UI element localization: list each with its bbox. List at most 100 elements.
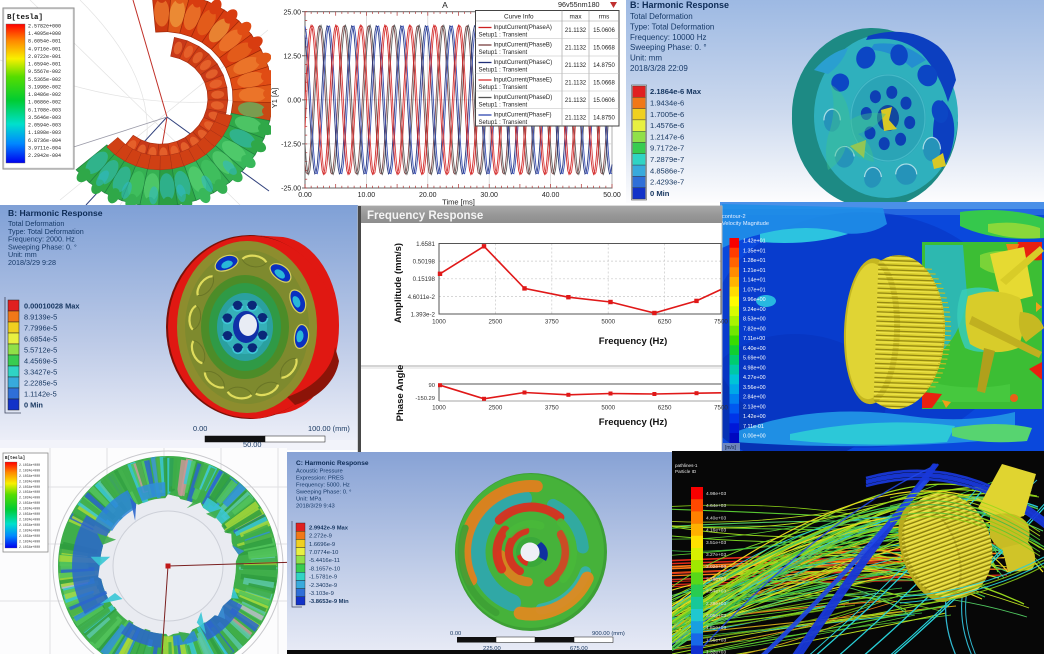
svg-text:Setup1 : Transient: Setup1 : Transient [479, 68, 528, 74]
svg-text:Frequency: 10000 Hz: Frequency: 10000 Hz [630, 33, 707, 42]
svg-text:InputCurrent(PhaseB): InputCurrent(PhaseB) [494, 43, 552, 49]
svg-text:9.7172e-7: 9.7172e-7 [650, 144, 684, 153]
svg-text:Velocity Magnitude: Velocity Magnitude [722, 221, 769, 227]
svg-text:Frequency: 5000. Hz: Frequency: 5000. Hz [296, 483, 350, 489]
svg-text:4.64e+03: 4.64e+03 [706, 503, 726, 509]
svg-text:3.3427e-5: 3.3427e-5 [24, 367, 57, 376]
svg-text:B[tesla]: B[tesla] [7, 14, 43, 22]
svg-text:3.02e+03: 3.02e+03 [706, 564, 726, 570]
svg-text:1.7005e-6: 1.7005e-6 [650, 110, 684, 119]
svg-text:90: 90 [429, 383, 435, 389]
svg-text:-2.3403e-9: -2.3403e-9 [309, 583, 337, 589]
svg-text:1.4576e-6: 1.4576e-6 [650, 121, 684, 130]
svg-text:-3.8653e-9 Min: -3.8653e-9 Min [309, 599, 349, 605]
svg-text:0.00: 0.00 [193, 424, 207, 433]
svg-text:Frequency (Hz): Frequency (Hz) [599, 417, 668, 428]
svg-text:50.00: 50.00 [243, 440, 262, 449]
svg-text:max: max [569, 14, 582, 21]
svg-text:pathlines-1: pathlines-1 [675, 463, 698, 468]
svg-text:6.1708e-003: 6.1708e-003 [28, 107, 61, 113]
svg-text:1.0686e-002: 1.0686e-002 [28, 100, 61, 106]
svg-text:15.0668: 15.0668 [593, 46, 615, 52]
svg-text:15.0668: 15.0668 [593, 81, 615, 87]
svg-text:15.0606: 15.0606 [593, 28, 615, 34]
svg-text:Total Deformation: Total Deformation [8, 219, 64, 228]
svg-text:2.2285e-5: 2.2285e-5 [24, 378, 57, 387]
svg-text:7.7996e-5: 7.7996e-5 [24, 323, 57, 332]
svg-text:Time [ms]: Time [ms] [442, 198, 475, 207]
svg-text:4.9716e-001: 4.9716e-001 [28, 46, 61, 52]
svg-text:6.40e+00: 6.40e+00 [743, 346, 766, 352]
svg-text:1.81e+03: 1.81e+03 [706, 625, 726, 631]
svg-text:Unit: mm: Unit: mm [8, 250, 37, 259]
svg-text:5000: 5000 [601, 405, 615, 412]
svg-text:Unit: mm: Unit: mm [630, 54, 662, 63]
svg-text:6.8736e-004: 6.8736e-004 [28, 138, 61, 144]
svg-text:Frequency Response: Frequency Response [367, 210, 483, 222]
svg-text:0.00: 0.00 [298, 192, 312, 199]
svg-text:0.00: 0.00 [450, 631, 461, 637]
svg-text:5.5712e-5: 5.5712e-5 [24, 345, 57, 354]
svg-text:2.5782e+000: 2.5782e+000 [28, 24, 61, 30]
svg-text:2.05e+03: 2.05e+03 [706, 613, 726, 619]
svg-text:100.00 (mm): 100.00 (mm) [308, 424, 350, 433]
svg-text:Total Deformation: Total Deformation [630, 12, 693, 21]
svg-text:Type: Total Deformation: Type: Total Deformation [630, 22, 714, 31]
svg-text:2.1034e+000: 2.1034e+000 [19, 496, 40, 500]
svg-text:5.5365e-002: 5.5365e-002 [28, 77, 61, 83]
svg-text:B[tesla]: B[tesla] [5, 456, 25, 461]
svg-text:InputCurrent(PhaseF): InputCurrent(PhaseF) [494, 113, 552, 119]
svg-text:7.82e+00: 7.82e+00 [743, 326, 766, 332]
svg-text:8.9139e-5: 8.9139e-5 [24, 312, 57, 321]
svg-text:225.00: 225.00 [483, 646, 501, 652]
svg-text:2.272e-9: 2.272e-9 [309, 534, 332, 540]
svg-text:900.00 (mm): 900.00 (mm) [592, 631, 625, 637]
svg-text:2500: 2500 [489, 319, 503, 326]
svg-text:2.1034e+000: 2.1034e+000 [19, 518, 40, 522]
svg-text:rms: rms [599, 14, 610, 21]
svg-text:-8.1657e-10: -8.1657e-10 [309, 566, 340, 572]
svg-text:1.4095e+000: 1.4095e+000 [28, 31, 61, 37]
svg-text:4.6011e-2: 4.6011e-2 [408, 294, 436, 301]
svg-text:9.5567e-002: 9.5567e-002 [28, 69, 61, 75]
svg-text:8.53e+00: 8.53e+00 [743, 317, 766, 323]
svg-text:3.56e+00: 3.56e+00 [743, 385, 766, 391]
svg-text:4.98e+03: 4.98e+03 [706, 491, 726, 497]
svg-text:40.00: 40.00 [542, 192, 560, 199]
svg-text:-3.103e-9: -3.103e-9 [309, 591, 334, 597]
svg-text:20.00: 20.00 [419, 192, 437, 199]
svg-text:10.00: 10.00 [358, 192, 376, 199]
svg-text:Sweeping Phase: 0. °: Sweeping Phase: 0. ° [630, 43, 707, 52]
svg-text:1.42e+01: 1.42e+01 [743, 239, 766, 245]
svg-text:7.2879e-7: 7.2879e-7 [650, 155, 684, 164]
svg-text:7.11e+00: 7.11e+00 [743, 336, 765, 342]
svg-text:21.1132: 21.1132 [565, 98, 587, 104]
svg-text:-25.00: -25.00 [281, 186, 301, 193]
svg-text:2.1034e+000: 2.1034e+000 [19, 479, 40, 483]
svg-text:30.00: 30.00 [480, 192, 498, 199]
svg-text:14.8750: 14.8750 [593, 63, 615, 69]
svg-text:3.1998e-002: 3.1998e-002 [28, 85, 61, 91]
svg-text:Frequency: 2000. Hz: Frequency: 2000. Hz [8, 235, 75, 244]
svg-text:0.50198: 0.50198 [413, 259, 436, 266]
svg-text:1.2147e-6: 1.2147e-6 [650, 132, 684, 141]
svg-text:7500: 7500 [714, 319, 728, 326]
svg-text:Sweeping Phase: 0. °: Sweeping Phase: 0. ° [296, 490, 352, 496]
svg-text:9.24e+00: 9.24e+00 [743, 307, 766, 313]
svg-text:21.1132: 21.1132 [565, 81, 587, 87]
svg-text:1.1898e-003: 1.1898e-003 [28, 130, 61, 136]
svg-text:-1.5781e-9: -1.5781e-9 [309, 575, 337, 581]
svg-text:2.1034e+000: 2.1034e+000 [19, 507, 40, 511]
svg-text:21.1132: 21.1132 [565, 63, 587, 69]
svg-text:5.69e+00: 5.69e+00 [743, 356, 766, 362]
svg-text:675.00: 675.00 [570, 646, 588, 652]
svg-text:2.1034e+000: 2.1034e+000 [19, 490, 40, 494]
svg-text:4.27e+00: 4.27e+00 [743, 375, 766, 381]
svg-text:contour-2: contour-2 [722, 214, 746, 220]
svg-text:Sweeping Phase: 0. °: Sweeping Phase: 0. ° [8, 242, 77, 251]
svg-text:2.1034e+000: 2.1034e+000 [19, 528, 40, 532]
svg-text:1.6594e-001: 1.6594e-001 [28, 62, 61, 68]
svg-text:6.6854e-5: 6.6854e-5 [24, 334, 57, 343]
svg-text:2.4293e-7: 2.4293e-7 [650, 178, 684, 187]
svg-text:21.1132: 21.1132 [565, 116, 587, 122]
